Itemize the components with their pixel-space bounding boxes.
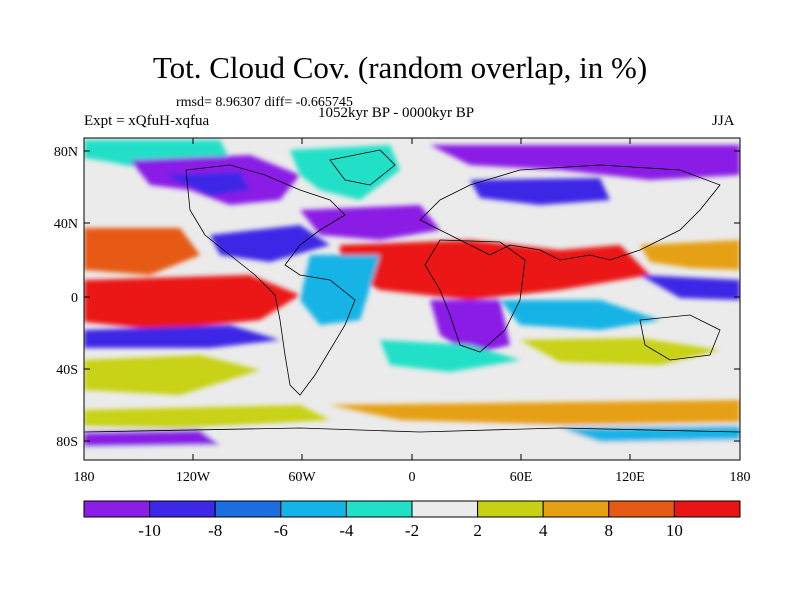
colorbar-swatch <box>673 500 741 518</box>
lon-label-180e: 180 <box>730 470 751 485</box>
colorbar-swatch <box>411 500 479 518</box>
lon-label-60e: 60E <box>510 470 533 485</box>
region-antarctic-east <box>560 426 740 442</box>
region-siberia <box>430 145 740 180</box>
colorbar-swatch <box>149 500 216 518</box>
region-indian-ocean <box>500 300 660 330</box>
coast-greenland <box>329 149 396 186</box>
region-south-america <box>300 255 380 325</box>
lat-label-80s: 80S <box>56 435 78 450</box>
region-subtropical-atlantic <box>210 225 330 262</box>
colorbar-swatch <box>280 500 347 518</box>
lon-label-180w: 180 <box>74 470 95 485</box>
colorbar-label: 8 <box>605 521 614 540</box>
region-africa-india <box>340 240 650 300</box>
colorbar <box>83 500 741 518</box>
colorbar-swatch <box>214 500 282 518</box>
colorbar-swatch <box>542 500 610 518</box>
coast-americas <box>185 164 356 396</box>
region-tropical-pacific <box>84 275 300 330</box>
region-south-indian <box>520 338 720 365</box>
lon-label-60w: 60W <box>288 470 316 485</box>
coastlines <box>84 149 740 433</box>
lat-label-40s: 40S <box>56 363 78 378</box>
colorbar-swatch <box>345 500 413 518</box>
colorbar-swatch <box>608 500 675 518</box>
stats-text: rmsd= 8.96307 diff= -0.665745 <box>176 95 353 110</box>
region-antarctica <box>84 425 740 460</box>
lat-ticks <box>84 150 740 442</box>
region-south-atlantic <box>380 340 520 372</box>
colorbar-label: 2 <box>473 521 482 540</box>
region-south-pacific <box>84 325 280 348</box>
map-title: Tot. Cloud Cov. (random overlap, in %) <box>152 50 648 85</box>
colorbar-label: 10 <box>666 521 683 540</box>
colorbar-swatch <box>477 500 544 518</box>
coast-australia <box>639 314 721 361</box>
lon-label-120e: 120E <box>615 470 645 485</box>
colorbar-label: -8 <box>208 521 222 540</box>
colorbar-labels: -10 -8 -6 -4 -2 2 4 8 10 <box>138 521 683 540</box>
region-greenland <box>290 145 400 200</box>
cloud-cover-field <box>84 138 740 460</box>
region-east-pacific <box>84 228 200 275</box>
colorbar-label: -6 <box>274 521 288 540</box>
colorbar-label: 4 <box>539 521 548 540</box>
lat-label-80n: 80N <box>54 145 78 160</box>
colorbar-label: -4 <box>339 521 354 540</box>
coast-eurasia <box>419 164 721 261</box>
region-southern-ocean-east <box>330 400 740 425</box>
lon-label-120w: 120W <box>176 470 211 485</box>
colorbar-label: -2 <box>405 521 419 540</box>
region-pacific-core <box>165 172 250 196</box>
lat-label-0: 0 <box>71 291 78 306</box>
lat-label-40n: 40N <box>54 217 78 232</box>
coast-antarctica <box>84 427 740 433</box>
region-central-asia <box>470 178 610 205</box>
region-antarctic-west <box>84 430 220 447</box>
region-west-pacific <box>640 240 740 270</box>
period-label: 1052kyr BP - 0000kyr BP <box>318 105 475 121</box>
region-southern-africa <box>430 300 510 355</box>
coast-africa <box>424 239 526 353</box>
region-south-pacific-mid <box>84 355 260 395</box>
season-label: JJA <box>712 113 735 129</box>
lon-ticks <box>83 138 631 460</box>
region-north-atlantic <box>300 205 440 240</box>
colorbar-label: -10 <box>138 521 161 540</box>
region-maritime <box>640 275 740 300</box>
lon-label-0: 0 <box>409 470 416 485</box>
colorbar-swatch <box>83 500 151 518</box>
region-southern-ocean-west <box>84 405 330 428</box>
experiment-label: Expt = xQfuH-xqfua <box>84 113 210 129</box>
